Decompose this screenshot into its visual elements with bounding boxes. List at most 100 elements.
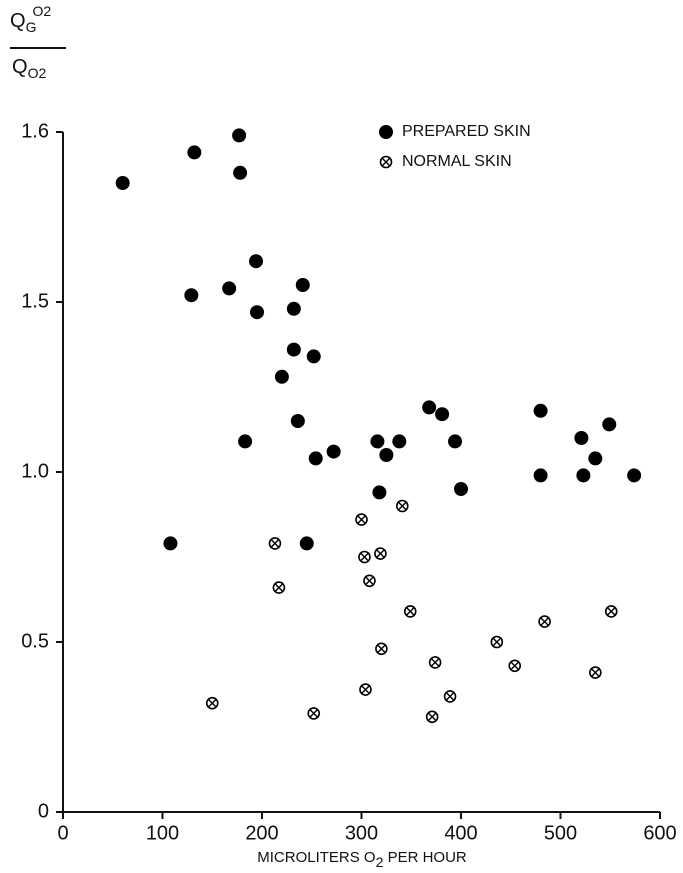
point: [454, 482, 468, 496]
point: [443, 690, 457, 703]
point: [589, 666, 602, 679]
marker-cross: [309, 709, 319, 718]
label-part: 2: [376, 854, 384, 870]
marker-dot: [274, 369, 289, 384]
point: [295, 278, 310, 292]
y-tick-label: 1.6: [21, 120, 49, 142]
point: [533, 468, 548, 483]
y-label-numerator: QGO2: [10, 3, 51, 35]
marker-dot: [295, 278, 310, 292]
point: [359, 683, 372, 696]
marker-dot: [187, 145, 202, 160]
marker-dot: [454, 482, 468, 496]
marker-cross: [492, 637, 502, 647]
point: [222, 281, 237, 296]
y-axis-label: QGO2 QO2: [10, 3, 66, 81]
point: [422, 400, 437, 415]
point: [379, 448, 394, 462]
legend-label: NORMAL SKIN: [402, 153, 512, 170]
marker-dot: [115, 176, 130, 190]
point: [358, 550, 371, 564]
label-part: Q: [10, 10, 26, 32]
marker-cross: [405, 607, 415, 616]
marker-cross: [274, 583, 284, 592]
point: [403, 605, 417, 618]
point: [375, 642, 388, 656]
point: [435, 407, 450, 422]
y-tick-label: 0.5: [21, 630, 49, 652]
point: [272, 581, 286, 594]
x-tick-label: 500: [544, 822, 577, 844]
point: [187, 145, 202, 160]
label-part: Q: [12, 56, 28, 78]
point: [306, 349, 321, 364]
point: [602, 417, 617, 432]
label-part: G: [26, 19, 37, 35]
marker-dot: [308, 451, 323, 466]
y-tick-label: 1.0: [21, 460, 49, 482]
marker-dot: [379, 448, 394, 462]
label-part: O2: [32, 3, 51, 19]
marker-dot: [250, 305, 265, 320]
marker-dot: [222, 281, 237, 296]
point: [326, 444, 341, 459]
marker-cross: [357, 515, 366, 524]
marker-dot: [448, 434, 463, 449]
point: [232, 128, 247, 143]
point: [425, 710, 439, 724]
marker-cross: [430, 658, 440, 667]
marker-dot: [372, 485, 387, 500]
point: [370, 434, 385, 449]
x-tick-label: 200: [245, 822, 278, 844]
marker-cross: [445, 692, 455, 701]
point: [286, 342, 301, 357]
point: [374, 547, 387, 560]
point: [395, 499, 409, 513]
x-tick-label: 600: [643, 822, 676, 844]
marker-dot: [184, 288, 199, 303]
y-tick-label: 1.5: [21, 290, 49, 312]
marker-dot: [286, 301, 301, 316]
point: [290, 414, 305, 428]
marker-cross: [590, 668, 600, 677]
marker-cross: [510, 661, 520, 671]
label-part: O2: [28, 65, 47, 81]
marker-dot: [290, 414, 305, 428]
point: [604, 605, 618, 618]
marker-cross: [360, 552, 369, 562]
marker-cross: [377, 644, 386, 654]
marker-dot: [392, 434, 407, 449]
marker-dot: [435, 407, 450, 422]
point: [428, 656, 442, 669]
point: [574, 431, 589, 445]
marker-dot: [576, 468, 591, 483]
marker-cross: [381, 157, 391, 167]
point: [392, 434, 407, 449]
point: [533, 403, 548, 418]
marker-dot: [422, 400, 437, 415]
label-part: MICROLITERS O: [257, 849, 375, 866]
point: [588, 451, 603, 466]
marker-cross: [361, 685, 370, 694]
point: [299, 536, 314, 551]
marker-cross: [606, 607, 616, 616]
point: [448, 434, 463, 449]
point: [115, 176, 130, 190]
marker-dot: [627, 468, 642, 483]
point: [249, 254, 264, 269]
marker-dot: [286, 342, 301, 357]
marker-cross: [540, 617, 549, 626]
point: [355, 513, 368, 526]
point: [490, 635, 504, 649]
point: [363, 574, 376, 588]
marker-cross: [397, 501, 407, 511]
marker-dot: [163, 536, 178, 551]
marker-dot: [238, 434, 253, 449]
marker-dot: [379, 125, 393, 139]
point: [308, 451, 323, 466]
legend-label: PREPARED SKIN: [402, 123, 531, 140]
x-tick-label: 100: [146, 822, 179, 844]
marker-dot: [602, 417, 617, 432]
marker-dot: [533, 468, 548, 483]
